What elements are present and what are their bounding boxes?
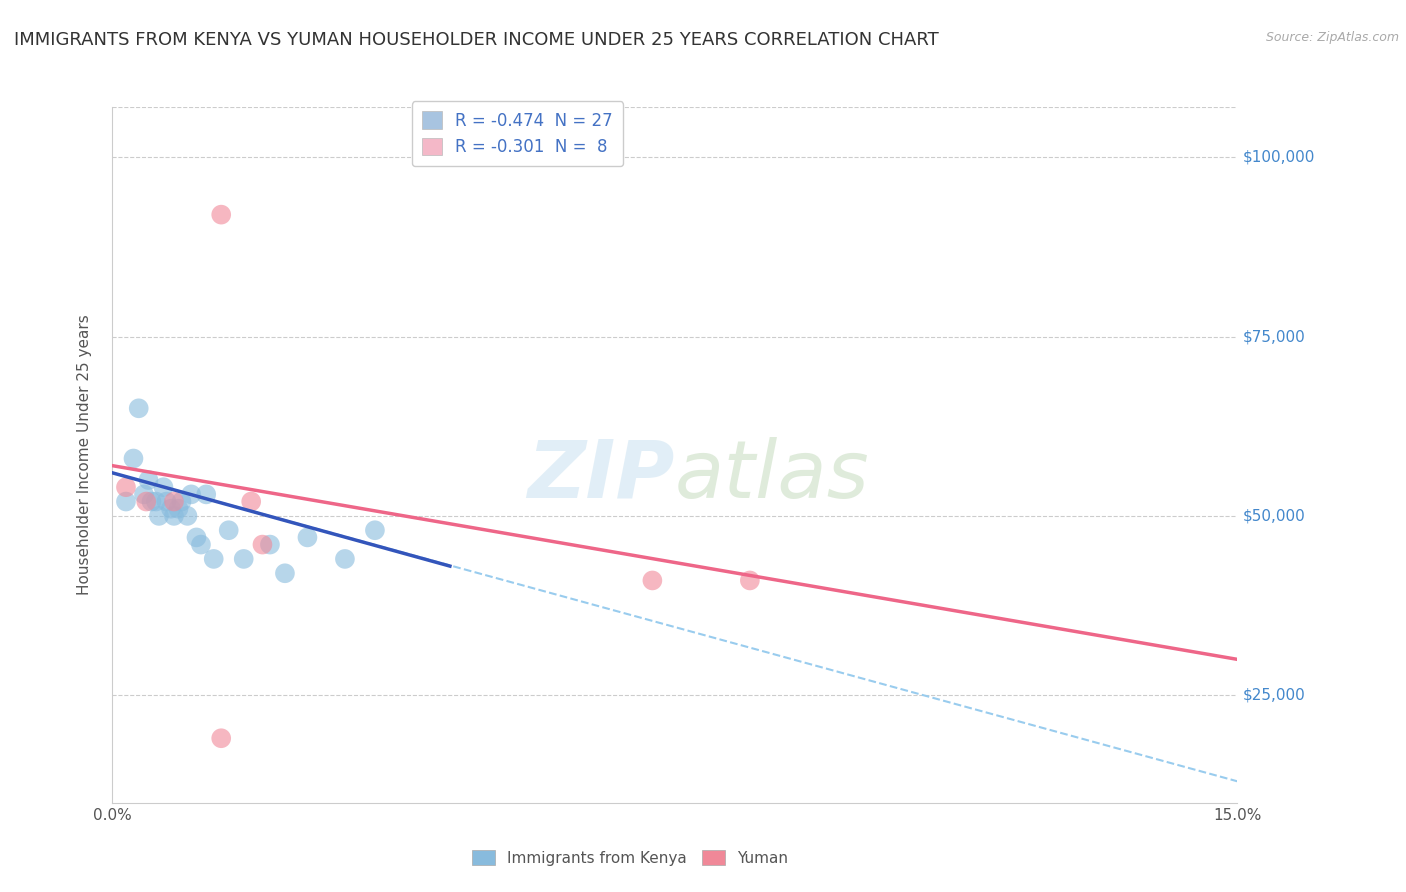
Point [141,494,163,508]
Text: ZIP: ZIP [527,437,675,515]
Point [195,487,218,501]
Point [167,501,190,516]
Point [115,494,138,508]
Text: $25,000: $25,000 [1243,688,1306,703]
Point [163,508,186,523]
Point [209,208,232,222]
Point [170,494,193,508]
Text: $75,000: $75,000 [1243,329,1306,344]
Point [138,473,160,487]
Point [333,552,356,566]
Point [160,501,183,516]
Point [297,530,319,544]
Point [202,552,225,566]
Point [252,538,274,552]
Point [135,494,157,508]
Point [218,523,240,537]
Point [122,451,145,466]
Text: Source: ZipAtlas.com: Source: ZipAtlas.com [1265,31,1399,45]
Text: $50,000: $50,000 [1243,508,1306,524]
Point [132,487,155,501]
Point [209,731,232,746]
Legend: Immigrants from Kenya, Yuman: Immigrants from Kenya, Yuman [465,844,794,871]
Text: $100,000: $100,000 [1243,150,1315,165]
Point [152,480,174,494]
Text: IMMIGRANTS FROM KENYA VS YUMAN HOUSEHOLDER INCOME UNDER 25 YEARS CORRELATION CHA: IMMIGRANTS FROM KENYA VS YUMAN HOUSEHOLD… [14,31,939,49]
Point [176,508,198,523]
Point [190,538,212,552]
Point [738,574,761,588]
Point [232,552,254,566]
Point [115,480,138,494]
Point [274,566,297,581]
Y-axis label: Householder Income Under 25 years: Householder Income Under 25 years [77,315,91,595]
Text: atlas: atlas [675,437,870,515]
Point [240,494,263,508]
Point [641,574,664,588]
Point [128,401,150,416]
Point [259,538,281,552]
Point [148,508,170,523]
Point [180,487,202,501]
Point [186,530,208,544]
Point [163,494,186,508]
Point [155,494,177,508]
Point [145,494,167,508]
Point [364,523,387,537]
